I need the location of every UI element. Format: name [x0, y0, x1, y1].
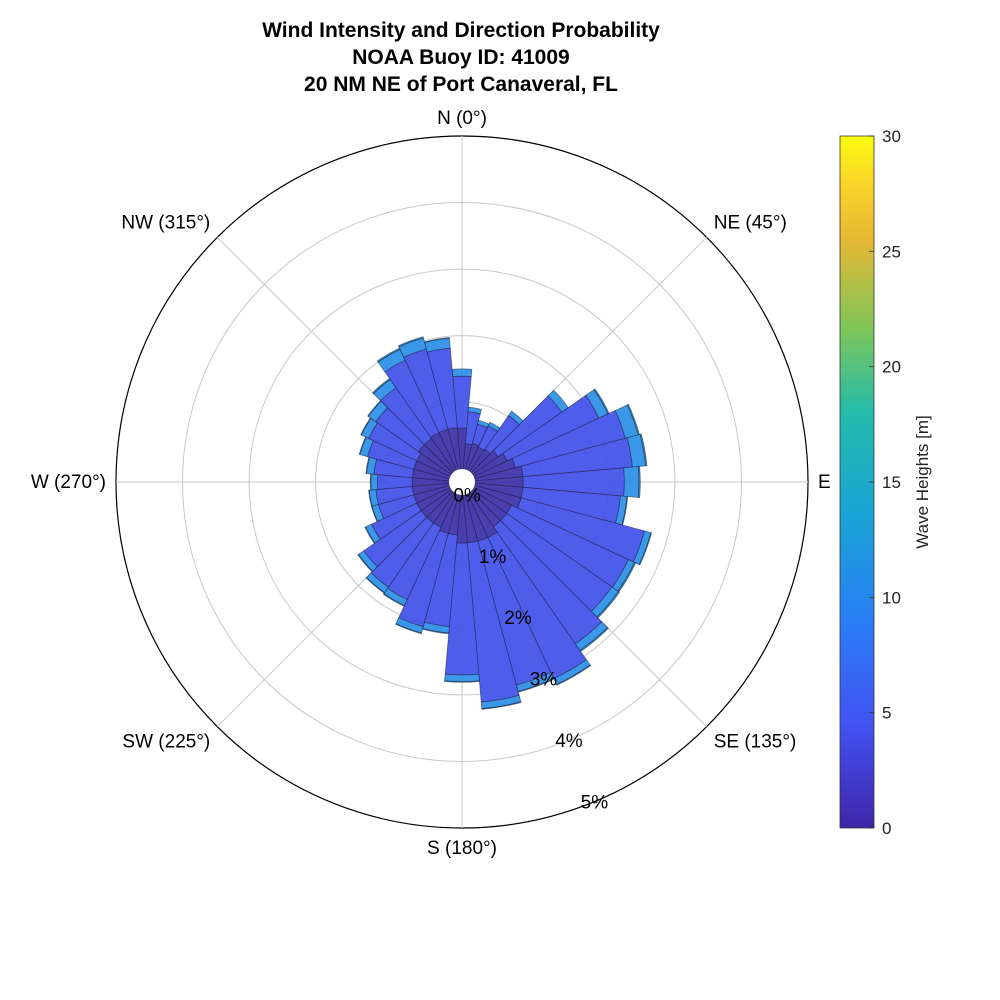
wind-rose-bars: [357, 336, 653, 710]
polar-center-hole: [449, 469, 475, 495]
bar-dir-180-seg-2: [444, 673, 480, 683]
bar-dir-90-seg-3: [637, 466, 641, 498]
direction-label-180: S (180°): [427, 838, 497, 859]
colorbar-tick-label-20: 20: [882, 358, 901, 377]
bar-dir-270-seg-2: [370, 473, 379, 491]
colorbar-tick-label-25: 25: [882, 242, 901, 261]
bar-dir-340-seg-3: [397, 336, 424, 348]
chart-title-line-2: NOAA Buoy ID: 41009: [352, 46, 569, 69]
direction-label-0: N (0°): [437, 108, 487, 129]
colorbar-tick-label-15: 15: [882, 473, 901, 492]
colorbar: 0 5 10 15 20 25 30 Wave Heights [m]: [839, 127, 932, 838]
direction-label-270: W (270°): [31, 472, 106, 493]
radial-tick-label-5: 5%: [581, 793, 609, 814]
bar-dir-230-seg-3: [357, 553, 374, 573]
bar-dir-150-seg-3: [555, 664, 592, 686]
bar-dir-260-seg-3: [368, 489, 373, 507]
radial-tick-label-3: 3%: [530, 670, 558, 691]
colorbar-gradient: [839, 135, 875, 829]
bar-dir-180-seg-3: [444, 680, 480, 683]
radial-tick-label-1: 1%: [479, 547, 507, 568]
bar-dir-240-seg-3: [364, 526, 376, 545]
bar-dir-110-seg-3: [638, 532, 653, 566]
direction-label-135: SE (135°): [714, 732, 797, 753]
bar-dir-80-seg-3: [639, 433, 648, 467]
bar-dir-220-seg-3: [365, 576, 386, 594]
chart-title-line-3: 20 NM NE of Port Canaveral, FL: [304, 73, 618, 96]
bar-dir-10-seg-2: [467, 406, 482, 415]
bar-dir-210-seg-3: [382, 593, 405, 607]
colorbar-tick-label-5: 5: [882, 704, 891, 723]
colorbar-tick-label-10: 10: [882, 588, 901, 607]
direction-label-90: E: [818, 472, 831, 493]
bar-dir-350-seg-3: [423, 337, 450, 344]
radial-tick-label-4: 4%: [555, 731, 583, 752]
bar-dir-170-seg-3: [481, 701, 522, 710]
colorbar-tick-label-0: 0: [882, 819, 891, 838]
bar-dir-0-seg-2: [451, 368, 473, 378]
polar-axes: N (0°) NE (45°) E SE (135°) S (180°) SW (225°…: [31, 108, 831, 859]
bar-dir-200-seg-3: [395, 623, 423, 635]
colorbar-tick-label-30: 30: [882, 127, 901, 146]
direction-label-315: NW (315°): [121, 212, 210, 233]
radial-tick-labels: 0% 1% 2% 3% 4% 5%: [453, 485, 608, 813]
direction-label-225: SW (225°): [122, 732, 210, 753]
colorbar-ticks: 0 5 10 15 20 25 30: [869, 127, 901, 838]
bar-dir-270-seg-3: [369, 473, 372, 491]
direction-label-45: NE (45°): [714, 212, 787, 233]
bar-dir-90-seg-2: [623, 466, 640, 498]
radial-tick-label-2: 2%: [504, 608, 532, 629]
colorbar-label: Wave Heights [m]: [913, 415, 932, 549]
chart-title-line-1: Wind Intensity and Direction Probability: [262, 19, 660, 42]
direction-labels: N (0°) NE (45°) E SE (135°) S (180°) SW (225°…: [31, 108, 831, 859]
radial-tick-label-0: 0%: [453, 485, 481, 506]
